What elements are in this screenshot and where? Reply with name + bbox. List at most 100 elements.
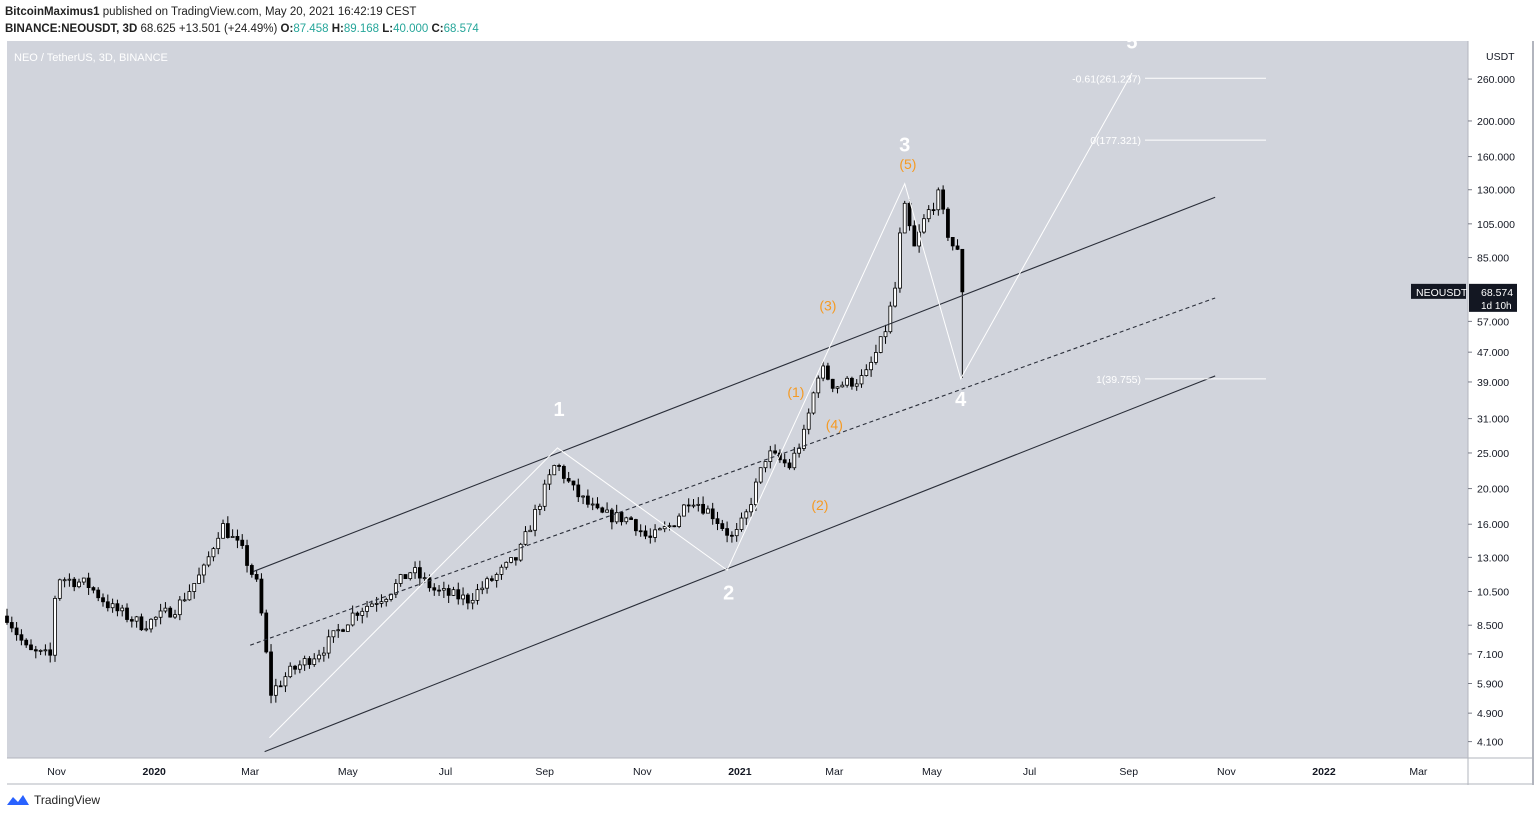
candle[interactable] (446, 588, 451, 596)
candle[interactable] (77, 581, 81, 588)
candle[interactable] (763, 461, 768, 469)
footer-brand[interactable]: TradingView (6, 793, 100, 807)
candle[interactable] (754, 481, 758, 506)
candle[interactable] (619, 512, 624, 523)
candle[interactable] (773, 450, 777, 454)
candle[interactable] (187, 591, 192, 601)
candle[interactable] (120, 607, 125, 612)
candle[interactable] (677, 515, 681, 527)
candle[interactable] (533, 509, 537, 531)
candle[interactable] (710, 508, 715, 520)
candle[interactable] (129, 619, 134, 622)
candle[interactable] (758, 467, 763, 483)
candle[interactable] (955, 245, 960, 250)
candle[interactable] (153, 616, 158, 620)
candle[interactable] (787, 462, 792, 469)
candle[interactable] (33, 649, 38, 652)
candle[interactable] (278, 685, 283, 688)
candle[interactable] (826, 365, 830, 380)
candle[interactable] (297, 664, 302, 670)
candle[interactable] (941, 189, 946, 210)
candle[interactable] (926, 209, 931, 220)
candle[interactable] (465, 594, 470, 604)
candle[interactable] (931, 209, 936, 212)
candle[interactable] (907, 202, 912, 227)
candle[interactable] (173, 614, 177, 618)
candle[interactable] (638, 530, 643, 533)
plot-area[interactable] (7, 41, 1468, 758)
candle[interactable] (734, 529, 739, 537)
candle[interactable] (494, 574, 499, 581)
candle[interactable] (326, 636, 331, 654)
candle[interactable] (345, 624, 350, 632)
candle[interactable] (552, 465, 557, 476)
candle[interactable] (293, 665, 297, 670)
candle[interactable] (821, 365, 825, 379)
candle[interactable] (283, 676, 288, 687)
candle[interactable] (504, 561, 509, 568)
candle[interactable] (441, 588, 446, 591)
candle[interactable] (893, 287, 898, 307)
candle[interactable] (672, 525, 677, 528)
price-axis[interactable] (1468, 41, 1534, 758)
candle[interactable] (706, 508, 710, 514)
candle[interactable] (81, 577, 86, 583)
candle[interactable] (513, 557, 518, 561)
channel-lower-line[interactable] (264, 375, 1216, 753)
candle[interactable] (393, 583, 398, 595)
candle[interactable] (518, 543, 523, 561)
candle[interactable] (201, 564, 206, 576)
candle[interactable] (53, 597, 57, 656)
candle[interactable] (499, 566, 504, 575)
candle[interactable] (67, 578, 72, 581)
candle[interactable] (806, 412, 811, 430)
candle[interactable] (365, 605, 369, 612)
candle[interactable] (331, 630, 336, 638)
candle[interactable] (960, 248, 965, 293)
candle[interactable] (585, 495, 590, 505)
candle[interactable] (605, 509, 609, 513)
candle[interactable] (259, 578, 264, 614)
candle[interactable] (206, 556, 211, 566)
candle[interactable] (816, 377, 821, 394)
candle[interactable] (782, 459, 787, 464)
candle[interactable] (86, 577, 91, 588)
candle[interactable] (134, 616, 139, 622)
candle[interactable] (321, 652, 326, 656)
candle[interactable] (859, 375, 864, 385)
candle[interactable] (254, 574, 259, 580)
candle[interactable] (682, 504, 686, 517)
candle[interactable] (571, 480, 576, 486)
candle[interactable] (609, 509, 614, 523)
candle[interactable] (9, 622, 14, 629)
channel-upper-line[interactable] (253, 196, 1216, 572)
candle[interactable] (456, 589, 461, 600)
candle[interactable] (417, 567, 422, 579)
candle[interactable] (883, 331, 888, 338)
candle[interactable] (240, 539, 245, 546)
candle[interactable] (245, 545, 249, 566)
candle[interactable] (768, 450, 773, 462)
candle[interactable] (422, 577, 427, 580)
candle[interactable] (374, 602, 379, 605)
candle[interactable] (19, 634, 24, 641)
candle[interactable] (629, 517, 633, 520)
candle[interactable] (369, 603, 374, 607)
candle[interactable] (48, 649, 53, 656)
candle[interactable] (163, 607, 168, 612)
candle[interactable] (811, 392, 816, 414)
candle[interactable] (91, 587, 96, 591)
candle[interactable] (528, 529, 533, 533)
candle[interactable] (643, 530, 648, 537)
candle[interactable] (854, 383, 859, 387)
candle[interactable] (182, 599, 187, 602)
candle[interactable] (696, 503, 701, 506)
candle[interactable] (211, 548, 216, 558)
candle[interactable] (888, 305, 893, 333)
candle[interactable] (336, 629, 341, 632)
candle[interactable] (264, 612, 269, 653)
candle[interactable] (470, 599, 475, 604)
candle[interactable] (341, 629, 345, 632)
candle[interactable] (307, 658, 312, 665)
